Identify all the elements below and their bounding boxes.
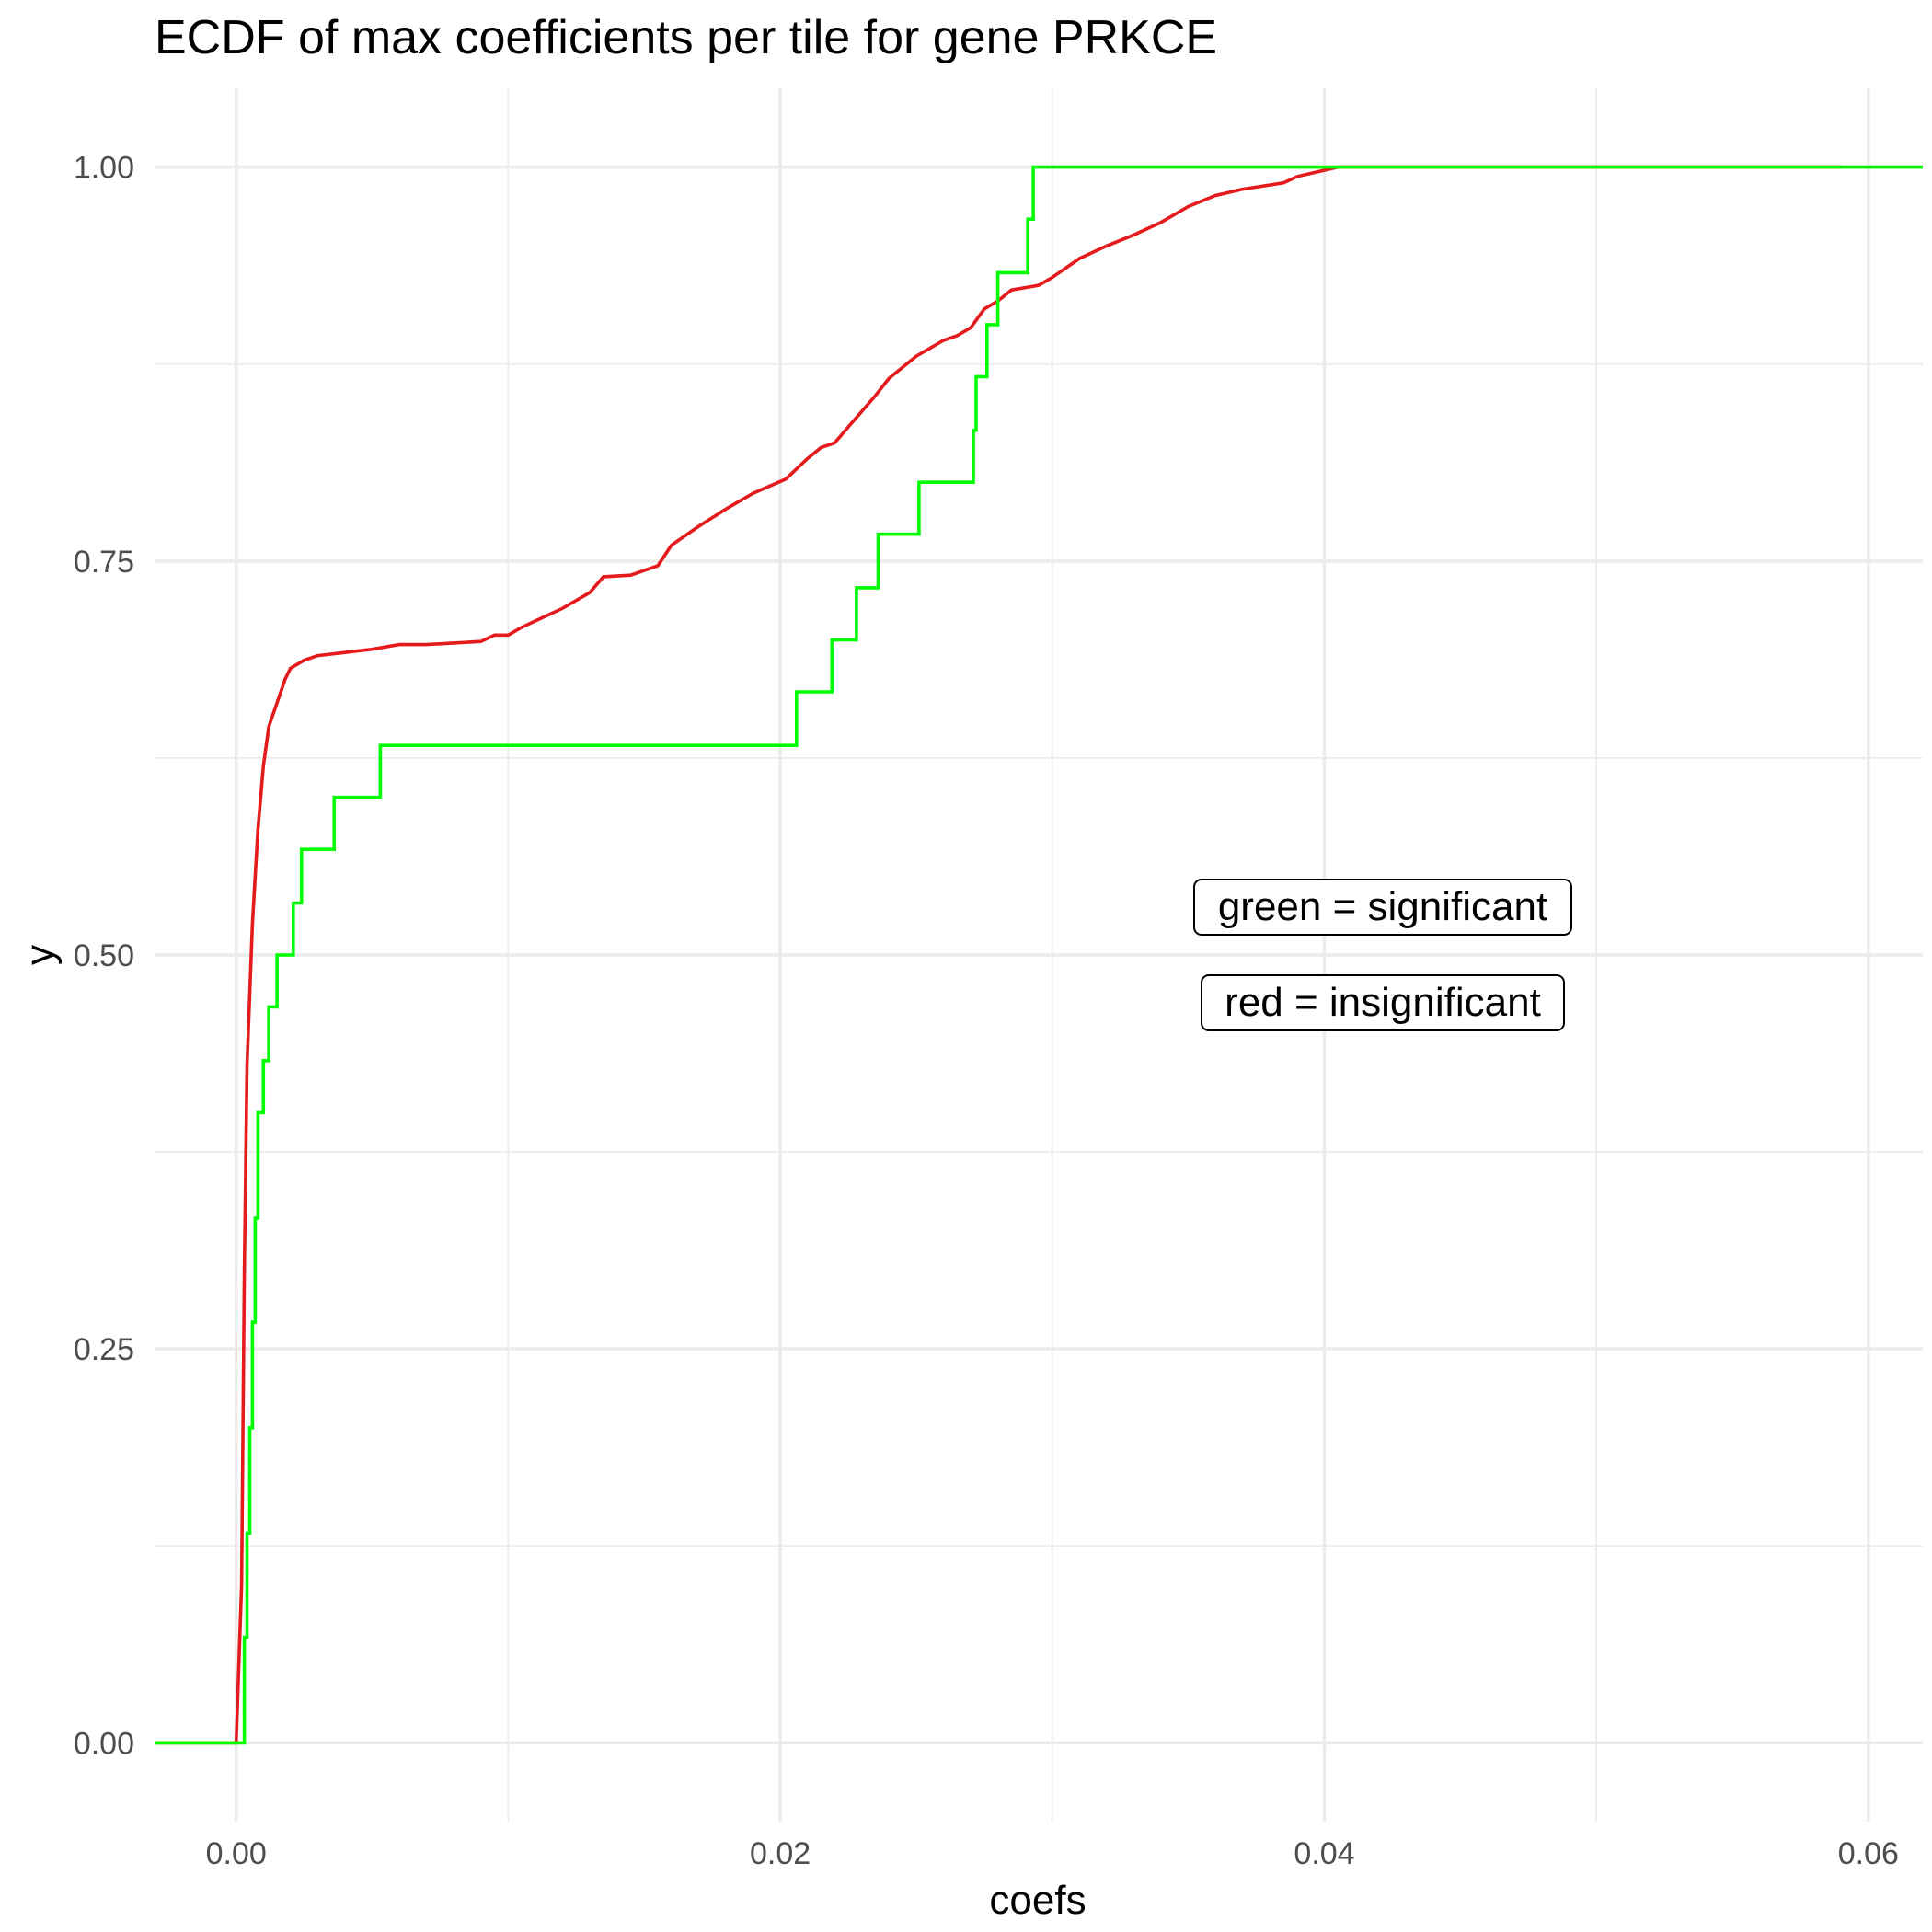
y-tick-label: 0.25 xyxy=(74,1332,134,1367)
series-lines xyxy=(155,165,1923,1745)
y-tick-label: 0.00 xyxy=(74,1726,134,1761)
annotation-significant-box xyxy=(1193,879,1572,936)
y-tick-label: 0.75 xyxy=(74,545,134,580)
y-tick-label: 0.50 xyxy=(74,938,134,973)
x-tick-label: 0.04 xyxy=(1294,1836,1354,1871)
x-tick-label: 0.00 xyxy=(206,1836,267,1871)
x-axis-ticks: 0.00 0.02 0.04 0.06 xyxy=(206,1836,1899,1871)
x-axis-title: coefs xyxy=(989,1878,1086,1923)
x-tick-label: 0.06 xyxy=(1838,1836,1899,1871)
annotation-insignificant-text: red = insignificant xyxy=(1225,980,1541,1025)
y-tick-label: 1.00 xyxy=(74,151,134,186)
major-gridlines xyxy=(155,88,1923,1822)
insignificant-ecdf-line xyxy=(155,165,1842,1745)
x-tick-label: 0.02 xyxy=(750,1836,811,1871)
y-axis-title: y xyxy=(17,945,63,965)
annotation-insignificant: red = insignificant xyxy=(1201,974,1565,1031)
y-axis-ticks: 0.00 0.25 0.50 0.75 1.00 xyxy=(74,151,134,1762)
significant-ecdf-line xyxy=(155,165,1923,1745)
annotation-significant: green = significant xyxy=(1193,879,1572,936)
annotation-significant-text: green = significant xyxy=(1218,884,1547,929)
annotation-insignificant-box xyxy=(1201,974,1565,1031)
chart-title: ECDF of max coefficients per tile for ge… xyxy=(155,11,1217,64)
